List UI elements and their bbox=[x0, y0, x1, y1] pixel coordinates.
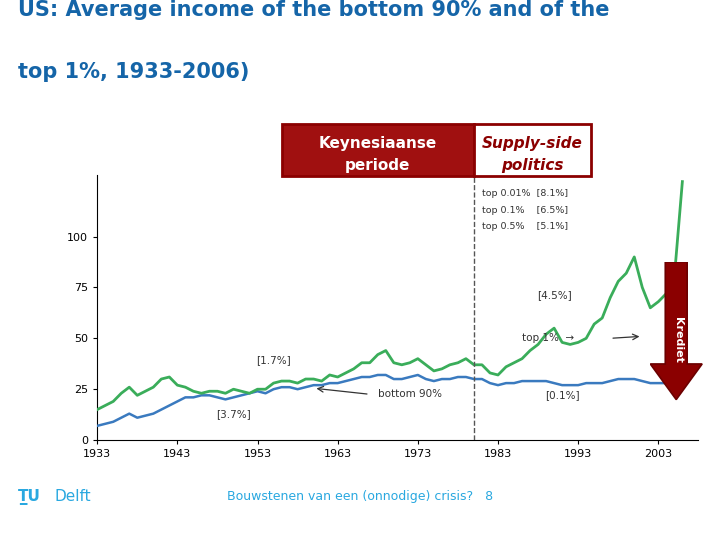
FancyBboxPatch shape bbox=[474, 124, 590, 176]
Text: US: Average income of the bottom 90% and of the: US: Average income of the bottom 90% and… bbox=[18, 0, 610, 20]
Text: Delft: Delft bbox=[54, 489, 91, 504]
Text: T̲U: T̲U bbox=[18, 489, 41, 505]
Text: top 1%  →: top 1% → bbox=[522, 333, 574, 343]
Text: Krediet: Krediet bbox=[673, 317, 683, 362]
Text: [4.5%]: [4.5%] bbox=[536, 289, 572, 300]
FancyArrow shape bbox=[650, 262, 702, 400]
Text: [3.7%]: [3.7%] bbox=[216, 409, 251, 419]
FancyBboxPatch shape bbox=[282, 124, 474, 176]
Text: Bouwstenen van een (onnodige) crisis?   8: Bouwstenen van een (onnodige) crisis? 8 bbox=[227, 490, 493, 503]
Text: bottom 90%: bottom 90% bbox=[378, 389, 442, 399]
Text: top 0.01%  [8.1%]: top 0.01% [8.1%] bbox=[482, 190, 568, 198]
Text: periode: periode bbox=[345, 158, 410, 173]
Text: top 1%, 1933-2006): top 1%, 1933-2006) bbox=[18, 62, 249, 82]
Text: Keynesiaanse: Keynesiaanse bbox=[319, 136, 437, 151]
Text: Supply-side: Supply-side bbox=[482, 136, 582, 151]
Text: [1.7%]: [1.7%] bbox=[256, 355, 291, 365]
Text: [0.1%]: [0.1%] bbox=[545, 390, 580, 400]
Text: politics: politics bbox=[501, 158, 564, 173]
Text: top 0.1%    [6.5%]: top 0.1% [6.5%] bbox=[482, 206, 568, 214]
Text: top 0.5%    [5.1%]: top 0.5% [5.1%] bbox=[482, 222, 568, 231]
